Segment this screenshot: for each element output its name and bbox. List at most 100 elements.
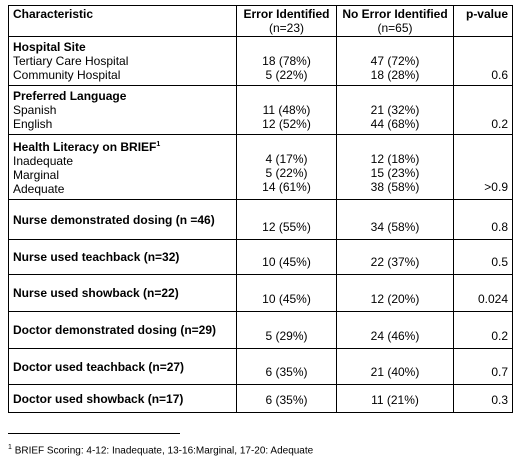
group-row: Hospital Site Tertiary Care Hospital Commu… [8,36,513,86]
no-error-cell: 12 (18%) 15 (23%) 38 (58%) [336,134,454,200]
no-error-value: 12 (18%) [370,152,420,166]
header-cell: Characteristic [8,5,237,37]
no-error-value: 38 (58%) [370,180,420,194]
table-body: Hospital Site Tertiary Care Hospital Commu… [8,36,513,413]
spacer [458,54,508,68]
error-value: 4 (17%) [265,152,308,166]
error-cell: 11 (48%) 12 (52%) [236,85,337,135]
row-label: Doctor used showback (n=17) [8,384,237,413]
no-error-value: 15 (23%) [370,166,420,180]
spacer [341,138,449,152]
sub-label: Tertiary Care Hospital [13,54,129,68]
sub-label: Spanish [13,103,57,117]
spacer [341,40,449,54]
row-label: Doctor used teachback (n=27) [8,348,237,385]
table-row: Nurse used teachback (n=32) 10 (45%) 22 (3… [8,239,513,275]
p-value: 0.2 [491,117,508,131]
group-label-cell: Preferred Language Spanish English [8,85,237,135]
spacer [458,89,508,103]
spacer [458,103,508,117]
group-row: Health Literacy on BRIEF1 Inadequate Margi… [8,134,513,200]
header-subtitle: (n=23) [268,21,305,35]
footnote-text: BRIEF Scoring: 4-12: Inadequate, 13-16:M… [14,445,314,457]
sub-label: Inadequate [13,154,74,168]
table-row: Nurse used showback (n=22) 10 (45%) 12 (20… [8,274,513,312]
p-value: 0.6 [491,68,508,82]
row-label: Nurse used showback (n=22) [8,274,237,312]
group-label: Preferred Language [13,89,127,103]
row-label: Nurse demonstrated dosing (n =46) [8,199,237,240]
no-error-value: 22 (37%) [336,239,454,275]
no-error-value: 12 (20%) [336,274,454,312]
error-value: 6 (35%) [236,348,337,385]
group-label: Health Literacy on BRIEF [13,140,157,154]
no-error-cell: 21 (32%) 44 (68%) [336,85,454,135]
no-error-value: 34 (58%) [336,199,454,240]
spacer [458,166,508,180]
table-row: Doctor demonstrated dosing (n=29) 5 (29%)… [8,311,513,349]
spacer [458,138,508,152]
spacer [458,40,508,54]
error-value: 12 (52%) [262,117,311,131]
no-error-value: 18 (28%) [370,68,420,82]
sub-label: Marginal [13,168,60,182]
header-title: Characteristic [13,7,94,21]
error-value: 6 (35%) [236,384,337,413]
footnote-marker: 1 [156,141,161,148]
header-cell: Error Identified (n=23) [236,5,337,37]
no-error-value: 24 (46%) [336,311,454,349]
p-value-cell: 0.2 [453,85,513,135]
error-cell: 18 (78%) 5 (22%) [236,36,337,86]
header-title: Error Identified [243,7,330,21]
header-title: p-value [465,7,508,21]
results-table: Characteristic Error Identified (n=23) No E… [8,5,513,413]
sub-label: English [13,117,53,131]
error-value: 5 (22%) [265,166,308,180]
spacer [241,40,332,54]
footnote: 1 BRIEF Scoring: 4-12: Inadequate, 13-16… [8,444,313,456]
p-value-cell: >0.9 [453,134,513,200]
spacer [241,89,332,103]
no-error-value: 21 (40%) [336,348,454,385]
error-value: 12 (55%) [236,199,337,240]
p-value-cell: 0.6 [453,36,513,86]
group-row: Preferred Language Spanish English 11 (48%)… [8,85,513,135]
error-value: 18 (78%) [262,54,311,68]
footnote-rule [8,433,180,434]
error-cell: 4 (17%) 5 (22%) 14 (61%) [236,134,337,200]
error-value: 10 (45%) [236,274,337,312]
p-value: 0.3 [453,384,513,413]
error-value: 5 (29%) [236,311,337,349]
row-label: Doctor demonstrated dosing (n=29) [8,311,237,349]
no-error-cell: 47 (72%) 18 (28%) [336,36,454,86]
spacer [458,152,508,166]
header-cell: No Error Identified (n=65) [336,5,454,37]
sub-label: Community Hospital [13,68,121,82]
group-label-cell: Hospital Site Tertiary Care Hospital Commu… [8,36,237,86]
no-error-value: 11 (21%) [336,384,454,413]
no-error-value: 47 (72%) [370,54,420,68]
spacer [341,89,449,103]
error-value: 10 (45%) [236,239,337,275]
header-row: Characteristic Error Identified (n=23) No E… [8,5,513,37]
table-row: Doctor used showback (n=17) 6 (35%) 11 (21… [8,384,513,413]
p-value: 0.2 [453,311,513,349]
p-value: >0.9 [484,180,508,194]
p-value: 0.8 [453,199,513,240]
sub-label: Adequate [13,182,65,196]
p-value: 0.5 [453,239,513,275]
error-value: 5 (22%) [265,68,308,82]
table-row: Nurse demonstrated dosing (n =46) 12 (55%… [8,199,513,240]
spacer [241,138,332,152]
table-row: Doctor used teachback (n=27) 6 (35%) 21 (4… [8,348,513,385]
error-value: 11 (48%) [262,103,311,117]
header-subtitle: (n=65) [377,21,413,35]
group-heading: Hospital Site [13,40,232,54]
group-heading: Health Literacy on BRIEF1 [13,138,232,154]
group-label-cell: Health Literacy on BRIEF1 Inadequate Margi… [8,134,237,200]
header-cell: p-value [453,5,513,37]
error-value: 14 (61%) [262,180,311,194]
p-value: 0.7 [453,348,513,385]
p-value: 0.024 [453,274,513,312]
row-label: Nurse used teachback (n=32) [8,239,237,275]
